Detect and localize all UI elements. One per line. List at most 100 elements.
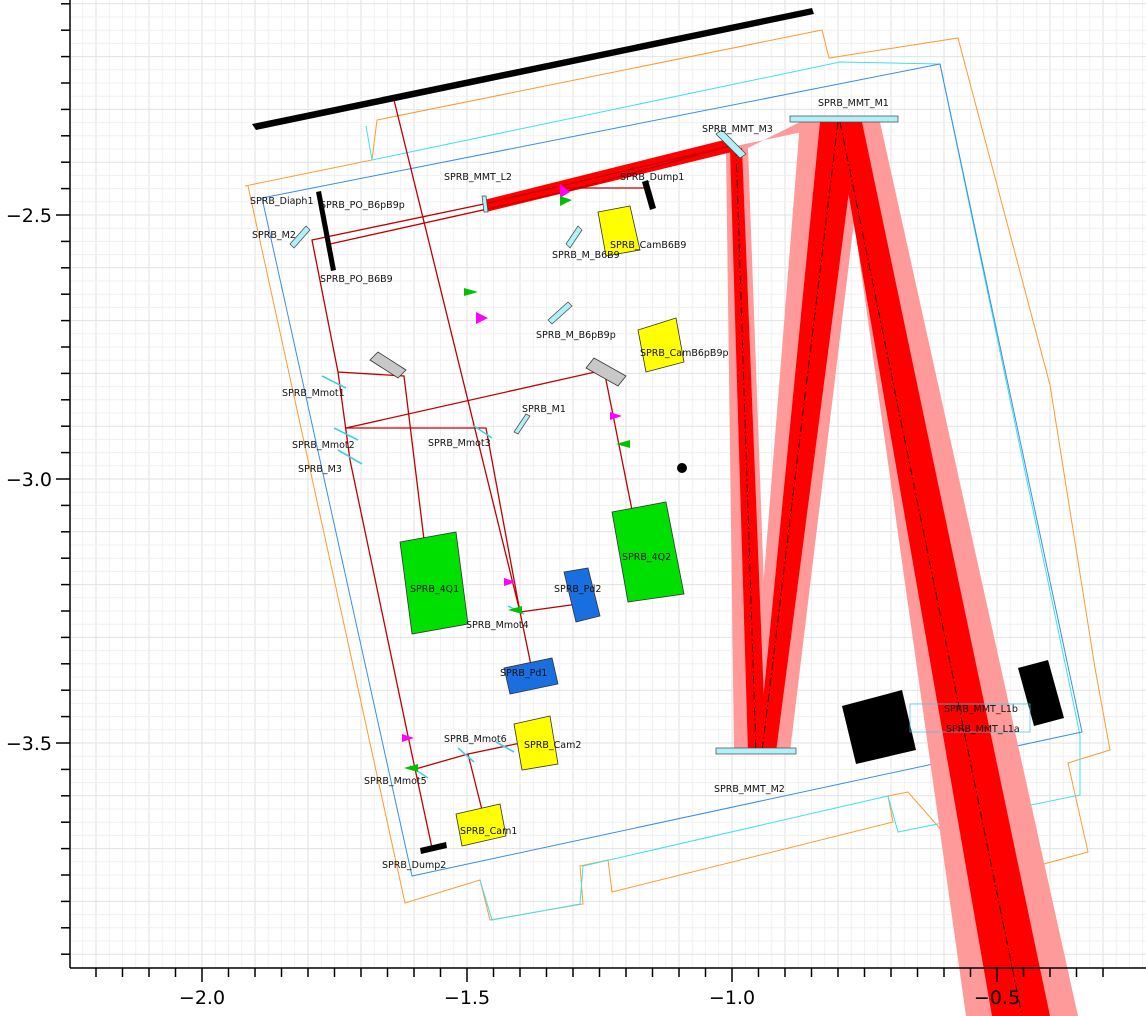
dumps <box>252 8 1064 854</box>
label-mmt-l2: SPRB_MMT_L2 <box>444 172 512 183</box>
y-tick-label: −3.5 <box>6 733 52 755</box>
quad-4q2 <box>611 501 685 603</box>
optic-m-b6b9 <box>565 225 583 249</box>
motor-magenta-1 <box>476 312 488 324</box>
label-mmt-m2: SPRB_MMT_M2 <box>714 784 785 795</box>
mmt-beam <box>484 121 1078 1016</box>
label-mmot4: SPRB_Mmot4 <box>466 620 529 631</box>
mounts <box>369 351 627 387</box>
dump-dump1 <box>642 180 656 210</box>
beam-core-1 <box>758 122 858 752</box>
marker-mmot6 <box>457 747 475 763</box>
pd-pd2 <box>563 567 601 623</box>
label-cam1: SPRB_Cam1 <box>460 826 517 837</box>
motor-markers <box>402 184 630 772</box>
label-m2: SPRB_M2 <box>252 230 296 241</box>
x-ticks: −2.0 −1.5 −1.0 −0.5 <box>95 968 1104 1009</box>
quad-4q1 <box>399 531 469 635</box>
label-camb6pb9p: SPRB_CamB6pB9p <box>640 348 729 359</box>
x-tick-label: −2.0 <box>179 987 225 1009</box>
black-dot <box>677 463 687 473</box>
marker-cam2-opt <box>495 741 515 753</box>
x-tick-label: −1.0 <box>709 987 755 1009</box>
axes: −2.0 −1.5 −1.0 −0.5 −2.5 −3.0 −3.5 <box>6 0 1146 1009</box>
cam-camb6b9 <box>597 205 641 257</box>
mount-1 <box>369 351 407 379</box>
dump-top-bar <box>252 8 814 130</box>
label-mmt-l1a: SPRB_MMT_L1a <box>946 724 1020 735</box>
y-tick-label: −3.0 <box>6 469 52 491</box>
motor-magenta-5 <box>560 184 570 198</box>
label-dump1: SPRB_Dump1 <box>620 172 684 183</box>
x-tick-label: −0.5 <box>974 987 1020 1009</box>
beam-path-5 <box>467 753 485 819</box>
motor-magenta-4 <box>402 734 414 742</box>
optic-mmt-l1 <box>909 703 1031 733</box>
marker-m3 <box>337 449 363 465</box>
label-mmt-m3: SPRB_MMT_M3 <box>702 124 773 135</box>
label-pd1: SPRB_Pd1 <box>500 668 547 679</box>
beam-axis-2 <box>761 121 839 753</box>
motor-green-1 <box>464 288 478 296</box>
dump-dump2 <box>420 842 447 854</box>
marker-mmot3 <box>473 425 493 439</box>
optic-mmt-m2 <box>715 747 797 755</box>
label-diaph1: SPRB_Diaph1 <box>250 196 314 207</box>
label-cam2: SPRB_Cam2 <box>524 740 581 751</box>
optic-m2 <box>289 225 311 249</box>
beam-path-3 <box>346 427 533 671</box>
dump-block-small <box>1018 660 1064 726</box>
beam-axis-3 <box>735 147 757 753</box>
optic-m1 <box>513 413 531 435</box>
optic-mmt-m1 <box>789 115 899 123</box>
cam-cam1 <box>455 803 507 847</box>
beam-core-4 <box>484 140 740 212</box>
motor-magenta-2 <box>610 412 622 420</box>
label-m-b6b9: SPRB_M_B6B9 <box>552 250 620 261</box>
label-pd2: SPRB_Pd2 <box>554 584 601 595</box>
label-camb6b9: SPRB_CamB6B9 <box>610 240 686 251</box>
optic-m-b6pb9p <box>547 301 573 325</box>
component-labels: SPRB_MMT_M1 SPRB_MMT_M3 SPRB_MMT_L2 SPRB… <box>250 98 1020 871</box>
beam-path-1 <box>337 371 433 849</box>
optic-mmt-m3 <box>715 129 747 159</box>
beam-core-3 <box>730 148 766 752</box>
cam-cam2 <box>513 715 559 771</box>
beam-path-top <box>311 145 731 557</box>
motor-magenta-3 <box>504 578 516 586</box>
motor-green-4 <box>404 764 418 772</box>
label-m-b6pb9p: SPRB_M_B6pB9p <box>536 330 616 341</box>
y-tick-label: −2.5 <box>6 205 52 227</box>
label-m1: SPRB_M1 <box>522 404 566 415</box>
beam-halo-4 <box>726 122 812 148</box>
label-dump2: SPRB_Dump2 <box>382 860 446 871</box>
marker-mmot1 <box>321 375 347 389</box>
label-mmot1: SPRB_Mmot1 <box>282 388 345 399</box>
label-mmot2: SPRB_Mmot2 <box>292 440 355 451</box>
label-mmot5: SPRB_Mmot5 <box>364 776 427 787</box>
label-mmot3: SPRB_Mmot3 <box>428 438 491 449</box>
x-tick-label: −1.5 <box>444 987 490 1009</box>
dump-po-bar <box>316 191 336 271</box>
motor-green-5 <box>560 196 572 206</box>
y-ticks: −2.5 −3.0 −3.5 <box>6 3 70 955</box>
label-mmt-l1b: SPRB_MMT_L1b <box>944 704 1018 715</box>
label-4q2: SPRB_4Q2 <box>622 552 671 563</box>
label-mmt-m1: SPRB_MMT_M1 <box>818 98 889 109</box>
label-po-b6b9: SPRB_PO_B6B9 <box>320 274 393 285</box>
optic-mmt-l2 <box>481 195 489 213</box>
mount-2 <box>585 357 627 387</box>
motor-green-3 <box>508 606 522 614</box>
marker-mmot2 <box>333 427 359 441</box>
detectors <box>399 205 685 847</box>
label-m3: SPRB_M3 <box>298 464 342 475</box>
label-4q1: SPRB_4Q1 <box>410 584 459 595</box>
motor-green-2 <box>616 440 630 448</box>
optics <box>289 115 1031 755</box>
label-po-b6pb9p: SPRB_PO_B6pB9p <box>320 200 405 211</box>
pd-pd1 <box>503 657 559 695</box>
label-mmot6: SPRB_Mmot6 <box>444 734 507 745</box>
dump-block-large <box>842 690 916 764</box>
beam-core-2 <box>836 122 1050 1016</box>
